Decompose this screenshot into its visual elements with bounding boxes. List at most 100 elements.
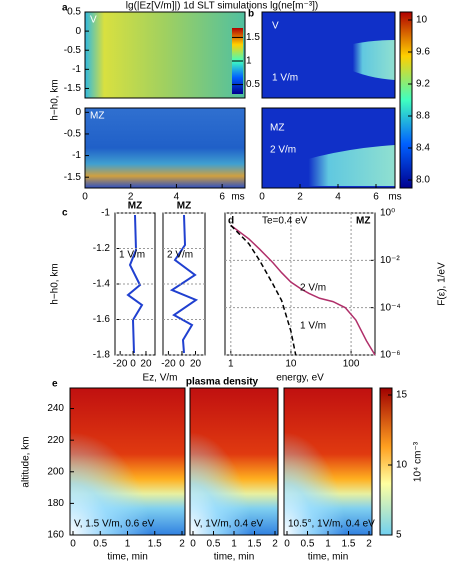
x-tick-label: 20 [140,359,152,370]
y-tick-label: -1.5 [64,83,82,94]
axes-frame [261,107,396,189]
x-tick-label: 0 [82,192,88,203]
colorbar [380,388,392,535]
y-tick-label: 0.5 [246,79,260,90]
panel-label: 1 V/m [272,73,298,84]
axes-frame [84,107,246,189]
y-tick-label: 240 [47,403,64,414]
heatmap [190,388,278,535]
y-tick-label: -1.2 [93,243,111,254]
y-tick-label: 9.2 [416,79,430,90]
y-tick-label: 5 [396,530,402,541]
x-tick-label: 1.5 [248,539,262,550]
figure-title: lg(|Ez[V/m]|) 1d SLT simulations lg(ne[m… [126,1,318,12]
panel-title: MZ [177,201,191,212]
heatmap [70,388,185,535]
y-tick-label: 220 [47,435,64,446]
axes-frame [399,11,413,189]
heatmap-region [330,40,395,80]
annotation: Te=0.4 eV [262,216,308,227]
y-tick-label: 10 [416,15,428,26]
panel-label: V, 1V/m, 0.4 eV [194,519,263,530]
panel-label: 2 V/m [270,145,296,156]
panel-label: 1 V/m [119,250,145,261]
x-tick-label: 0 [70,539,76,550]
x-tick-label: 20 [190,359,202,370]
y-tick-label: 200 [47,466,64,477]
y-tick-label: 9.6 [416,47,430,58]
panel-title: MZ [128,201,142,212]
x-tick-label: 1 [325,539,331,550]
y-tick-label: 0 [75,107,81,118]
panel-label: 2 V/m [167,250,193,261]
y-tick-label: 180 [47,498,64,509]
y-tick-label: 8.8 [416,111,430,122]
x-tick-label: 2 [297,192,303,203]
x-tick-label: -20 [113,359,128,370]
x-tick-label: 1 [228,359,234,370]
axis-label: 10⁴ cm⁻³ [413,441,424,482]
x-tick-label: -20 [161,359,176,370]
line-series [230,224,297,356]
x-tick-label: 2 [179,539,185,550]
axes-frame [224,212,376,356]
y-tick-label: 15 [396,390,408,401]
x-tick-label: 1 [125,539,131,550]
axis-label: altitude, km [21,436,32,487]
series-label: 1 V/m [300,321,326,332]
y-tick-label: 10⁻⁴ [380,302,401,313]
axis-label: F(ε), 1/eV [437,262,448,306]
annotation: MZ [356,216,370,227]
x-tick-label: 10 [285,359,297,370]
x-unit: ms [388,192,401,203]
axis-label: h−h0, km [50,263,61,304]
heatmaps [70,12,412,535]
axis-label: time, min [214,552,255,563]
x-tick-label: 0 [284,539,290,550]
x-tick-label: 100 [343,359,360,370]
x-tick-label: 0.5 [207,539,221,550]
y-tick-label: 8.0 [416,175,430,186]
x-tick-label: 4 [174,192,180,203]
panel-label: V [272,21,279,32]
x-tick-label: 0 [179,359,185,370]
x-tick-label: 1 [231,539,237,550]
x-tick-label: 0 [259,192,265,203]
axis-label: time, min [107,552,148,563]
y-tick-label: 10 [396,460,408,471]
y-tick-label: 10⁰ [380,208,395,219]
panel-label: 10.5°, 1V/m, 0.4 eV [288,519,375,530]
heatmap [284,388,372,535]
y-tick-label: -1.5 [64,172,82,183]
x-tick-label: 1.5 [342,539,356,550]
axes-frame [261,11,396,99]
panel-letter: c [62,208,68,219]
y-tick-label: 1.5 [246,32,260,43]
colorbar [400,12,412,188]
panel-title: plasma density [186,377,259,388]
y-tick-label: -0.5 [64,129,82,140]
x-tick-label: 4 [335,192,341,203]
axis-label: time, min [308,552,349,563]
y-tick-label: 10⁻² [380,255,400,266]
profile [169,214,199,354]
profile [126,214,144,354]
x-tick-label: 2 [128,192,134,203]
x-tick-label: 6 [219,192,225,203]
heatmap [85,12,245,98]
panel-letter: b [248,9,254,20]
panel-letter: e [52,379,58,390]
panel-label: V [90,15,97,26]
y-tick-label: 0 [75,26,81,37]
heatmap [85,108,245,188]
axes-frame [379,387,393,536]
y-tick-label: 160 [47,530,64,541]
x-tick-label: 6 [373,192,379,203]
y-tick-label: -1 [72,150,81,161]
x-tick-label: 1.5 [148,539,162,550]
panel-label: MZ [270,123,284,134]
x-tick-label: 0 [130,359,136,370]
axes-frame [84,11,246,99]
heatmap-region [262,145,395,186]
y-tick-label: 0.5 [67,7,81,18]
